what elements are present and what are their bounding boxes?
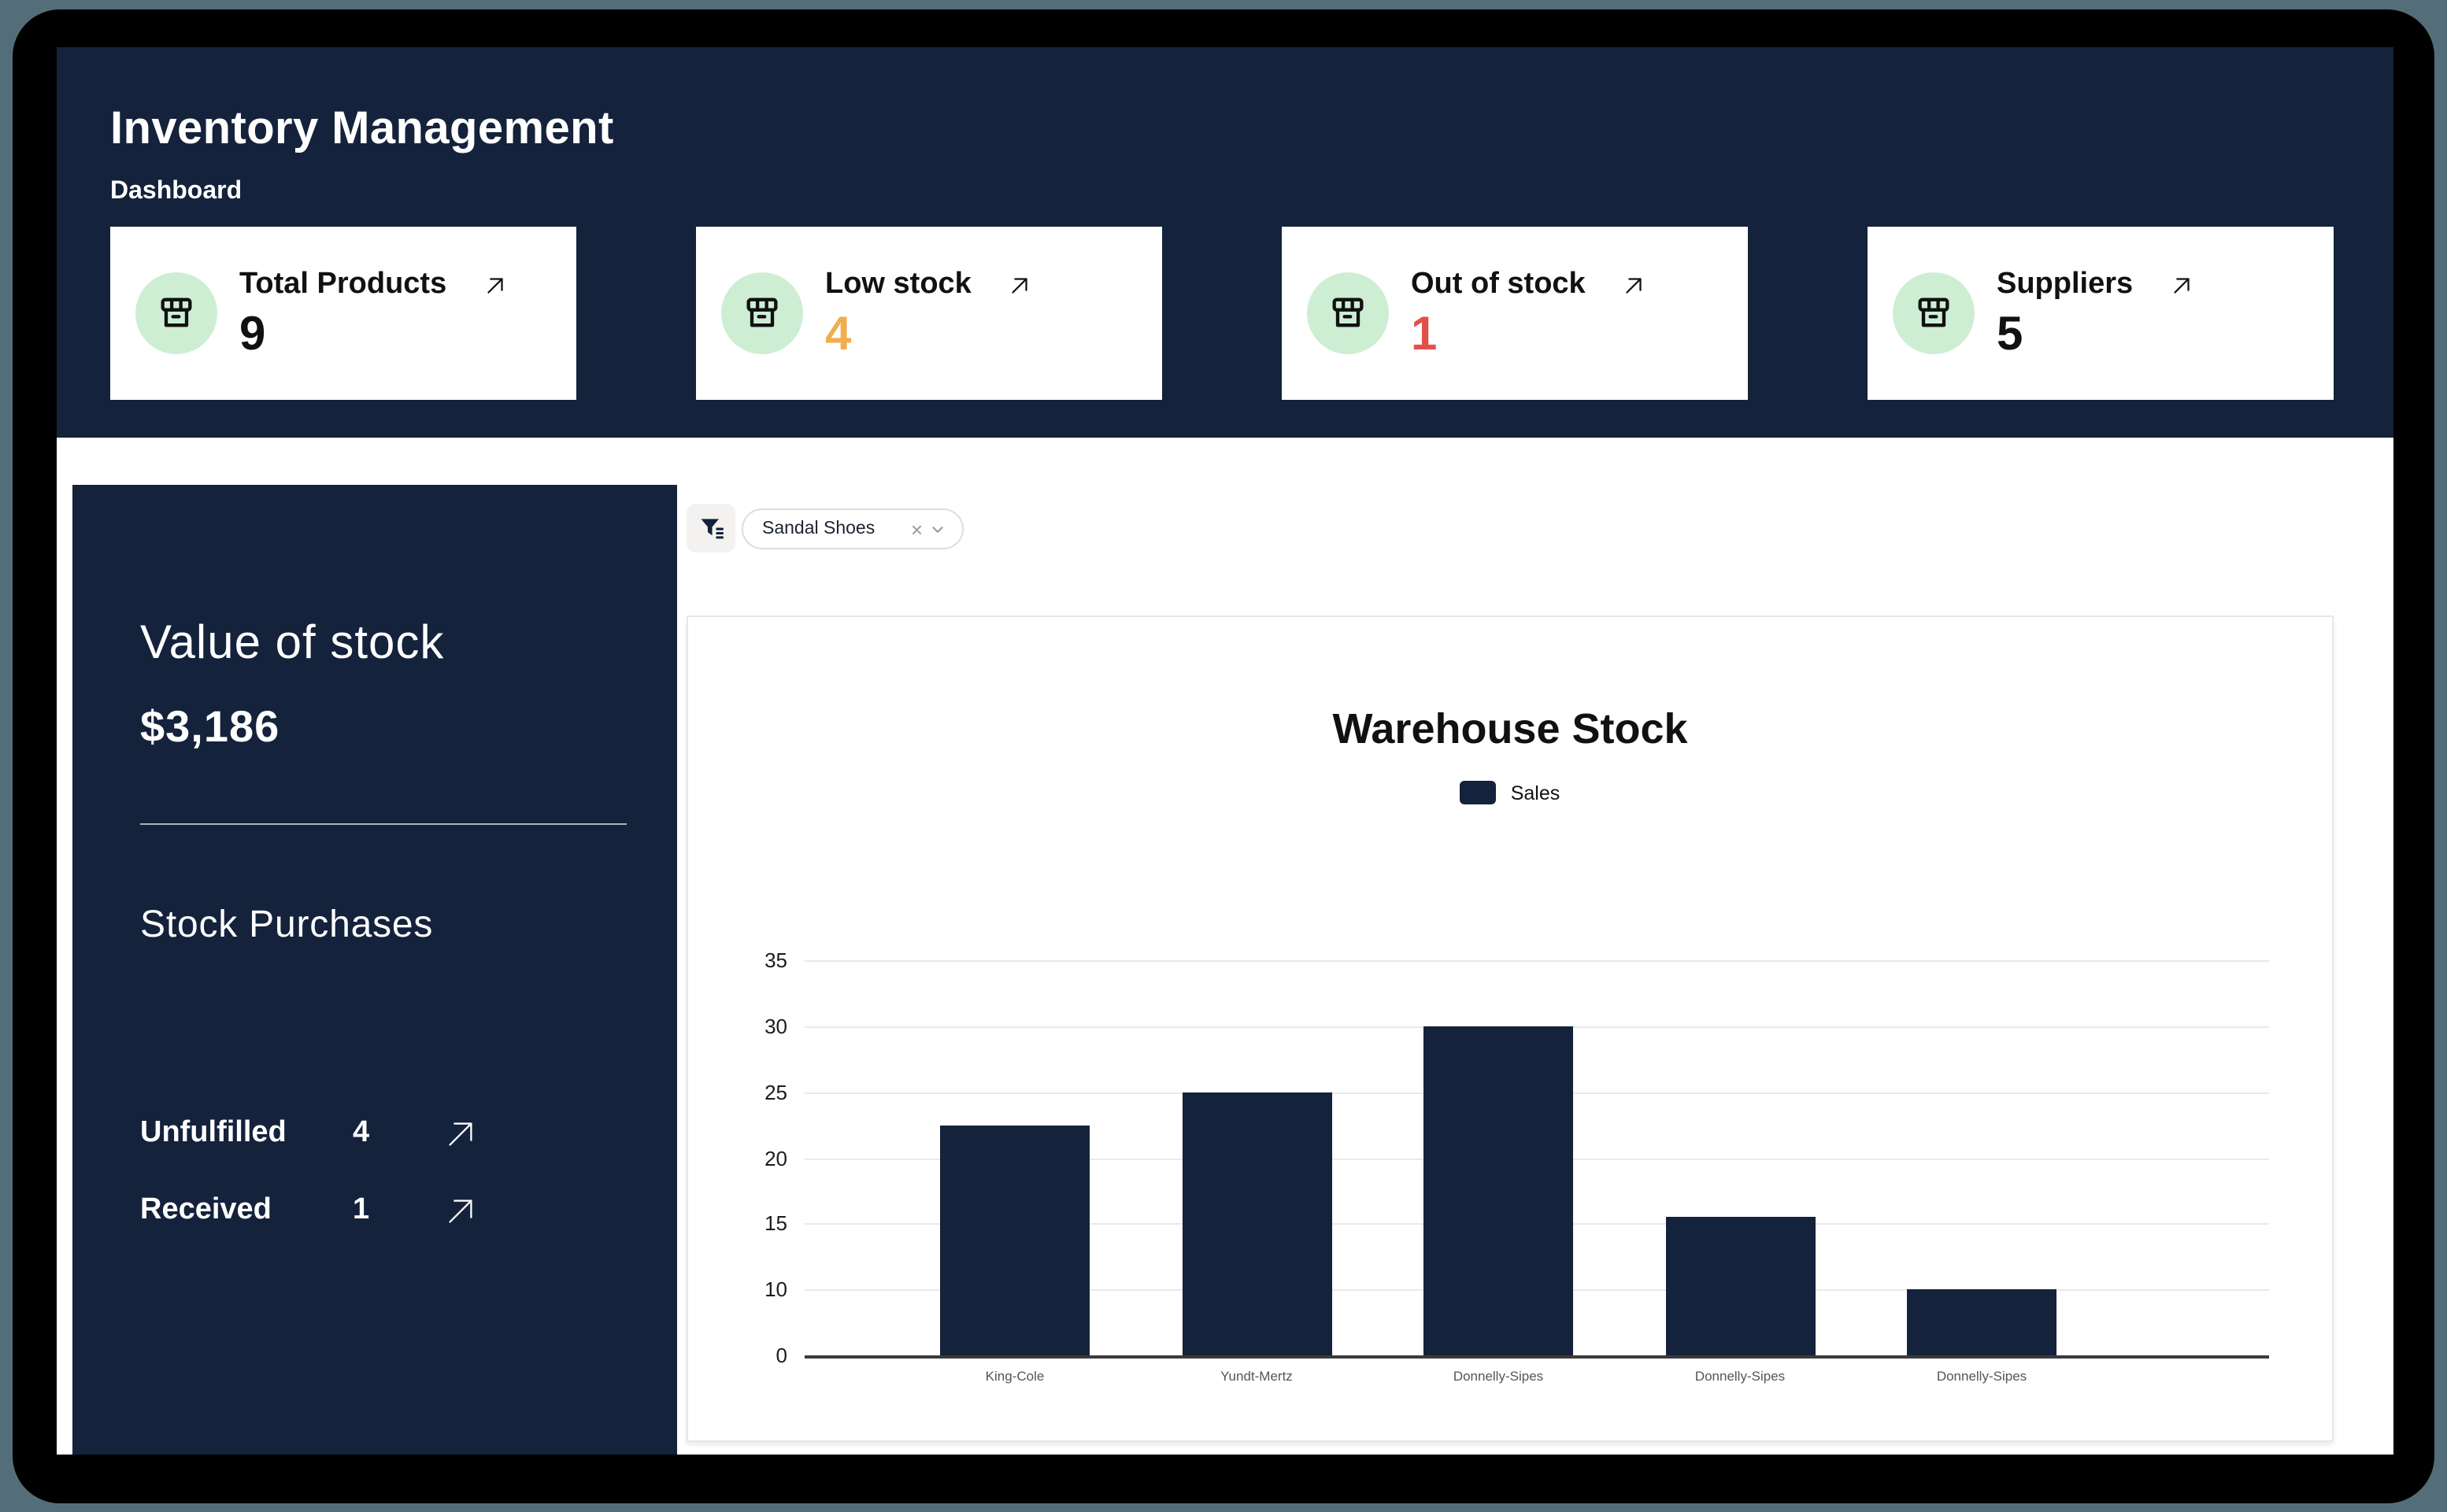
x-tick-label: Yundt-Mertz (1220, 1368, 1293, 1384)
y-tick-label: 20 (764, 1146, 787, 1170)
stat-card-value: 9 (239, 309, 266, 360)
y-tick-label: 35 (764, 948, 787, 972)
bar-Donnelly-Sipes[interactable] (1907, 1289, 2056, 1355)
arrow-up-right-icon[interactable] (1006, 272, 1033, 298)
received-row: Received 1 (140, 1189, 613, 1233)
header: Inventory Management Dashboard Total Pro… (57, 47, 2393, 438)
legend-label-sales: Sales (1510, 782, 1560, 804)
filter-button[interactable] (687, 504, 735, 553)
x-axis-line (805, 1355, 2269, 1358)
y-tick-label: 15 (764, 1211, 787, 1236)
x-tick-label: King-Cole (985, 1368, 1045, 1384)
bar-Yundt-Mertz[interactable] (1182, 1092, 1331, 1355)
bar-Donnelly-Sipes[interactable] (1423, 1026, 1573, 1355)
arrow-up-right-icon[interactable] (442, 1115, 479, 1152)
filter-chip-sandal-shoes[interactable]: Sandal Shoes × (742, 508, 964, 549)
legend-swatch-sales (1460, 781, 1497, 804)
stat-card-total-products[interactable]: Total Products 9 (110, 227, 576, 400)
filter-funnel-icon (697, 514, 725, 542)
store-icon (1893, 272, 1975, 354)
y-tick-label: 30 (764, 1014, 787, 1038)
stock-summary-panel: Value of stock $3,186 Stock Purchases Un… (72, 485, 677, 1455)
app-screen: Inventory Management Dashboard Total Pro… (57, 47, 2393, 1455)
arrow-up-right-icon[interactable] (442, 1192, 479, 1229)
unfulfilled-value: 4 (353, 1116, 370, 1149)
stat-card-value: 5 (1997, 309, 2023, 360)
unfulfilled-row: Unfulfilled 4 (140, 1111, 613, 1155)
value-of-stock-amount: $3,186 (140, 702, 280, 751)
bar-Donnelly-Sipes[interactable] (1665, 1217, 1815, 1355)
stat-card-suppliers[interactable]: Suppliers 5 (1868, 227, 2334, 400)
stat-card-value: 4 (825, 309, 852, 360)
stock-purchases-heading: Stock Purchases (140, 904, 434, 946)
stat-card-value: 1 (1411, 309, 1438, 360)
filter-chip-label: Sandal Shoes (762, 519, 876, 538)
store-icon (1307, 272, 1389, 354)
chart-legend: Sales (688, 781, 2332, 804)
y-tick-label: 25 (764, 1080, 787, 1104)
chevron-down-icon[interactable] (929, 520, 946, 538)
divider (140, 823, 627, 825)
warehouse-stock-chart-card: Warehouse Stock Sales 35 30 25 20 15 10 0 King-… (687, 616, 2334, 1442)
x-tick-label: Donnelly-Sipes (1936, 1368, 2027, 1384)
arrow-up-right-icon[interactable] (481, 272, 508, 298)
stat-cards-row: Total Products 9 Low stock (110, 227, 2334, 400)
value-of-stock-heading: Value of stock (140, 617, 445, 669)
plot-area: 35 30 25 20 15 10 0 King-Cole Yundt-Mertz Donnell… (764, 948, 2269, 1384)
stat-card-label: Out of stock (1411, 268, 1586, 301)
stat-card-label: Suppliers (1997, 268, 2134, 301)
received-value: 1 (353, 1193, 370, 1226)
bar-King-Cole[interactable] (940, 1125, 1090, 1355)
stat-card-label: Total Products (239, 268, 447, 301)
store-icon (135, 272, 217, 354)
y-tick-label: 10 (764, 1277, 787, 1302)
arrow-up-right-icon[interactable] (1620, 272, 1647, 298)
page-subtitle: Dashboard (110, 178, 242, 205)
received-label: Received (140, 1193, 272, 1226)
x-tick-label: Donnelly-Sipes (1453, 1368, 1544, 1384)
stat-card-out-of-stock[interactable]: Out of stock 1 (1282, 227, 1748, 400)
chart-title: Warehouse Stock (1332, 705, 1688, 752)
stat-card-low-stock[interactable]: Low stock 4 (696, 227, 1162, 400)
store-icon (721, 272, 803, 354)
gridline (805, 960, 2269, 962)
y-tick-label: 0 (776, 1344, 787, 1367)
arrow-up-right-icon[interactable] (2168, 272, 2194, 298)
stat-card-label: Low stock (825, 268, 972, 301)
x-tick-label: Donnelly-Sipes (1694, 1368, 1786, 1384)
unfulfilled-label: Unfulfilled (140, 1116, 287, 1149)
body-area: Value of stock $3,186 Stock Purchases Un… (57, 438, 2393, 1455)
clear-filter-icon[interactable]: × (910, 517, 923, 541)
page-title: Inventory Management (110, 104, 614, 154)
